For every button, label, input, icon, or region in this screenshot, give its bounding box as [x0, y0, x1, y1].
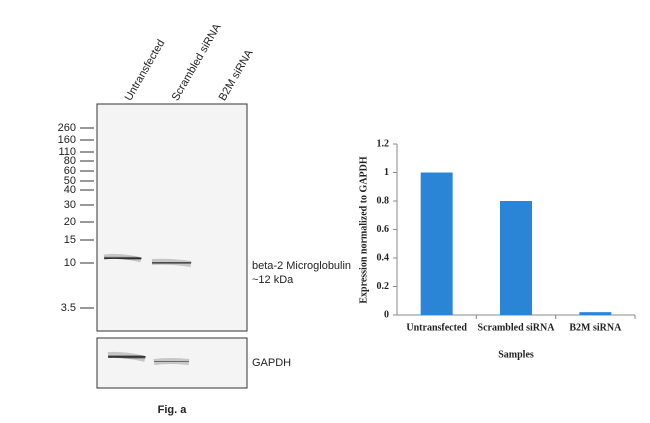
- y-tick-label: 0.6: [377, 224, 390, 235]
- marker-label: 80: [64, 155, 76, 167]
- y-tick-label: 0.4: [377, 252, 390, 263]
- y-tick-label: 0.8: [377, 195, 390, 206]
- x-axis-label: Samples: [498, 349, 534, 360]
- marker-label: 160: [58, 134, 76, 146]
- band-label: ~12 kDa: [252, 274, 294, 286]
- band: [107, 351, 146, 362]
- x-tick-label: B2M siRNA: [569, 322, 622, 333]
- marker-label: 30: [64, 199, 76, 211]
- y-tick-label: 1: [384, 167, 389, 178]
- x-tick-label: Scrambled siRNA: [478, 322, 556, 333]
- band: [153, 358, 190, 365]
- band: [151, 258, 192, 267]
- loading-label: GAPDH: [252, 357, 291, 369]
- band: [103, 253, 142, 263]
- marker-label: 3.5: [61, 302, 76, 314]
- band-label: beta-2 Microglobulin: [252, 260, 351, 272]
- bar: [420, 172, 453, 315]
- marker-label: 20: [64, 216, 76, 228]
- marker-label: 10: [64, 257, 76, 269]
- marker-label: 110: [58, 146, 76, 158]
- bar: [579, 312, 612, 315]
- bar: [500, 201, 532, 315]
- marker-label: 60: [64, 165, 76, 177]
- lane-label: Scrambled siRNA: [170, 21, 224, 103]
- y-tick-label: 0: [384, 309, 389, 320]
- y-axis-label: Expression normalized to GAPDH: [358, 156, 369, 304]
- blot-membrane: [96, 103, 248, 332]
- marker-label: 50: [64, 175, 76, 187]
- x-tick-label: Untransfected: [406, 322, 467, 333]
- marker-label: 40: [64, 184, 76, 196]
- marker-label: 15: [64, 234, 76, 246]
- y-tick-label: 0.2: [377, 281, 390, 292]
- lane-label: Untransfected: [123, 38, 168, 103]
- caption: Fig. a: [158, 404, 188, 416]
- lane-label: B2M siRNA: [217, 47, 256, 103]
- y-tick-label: 1.2: [377, 138, 390, 149]
- marker-label: 260: [58, 122, 76, 134]
